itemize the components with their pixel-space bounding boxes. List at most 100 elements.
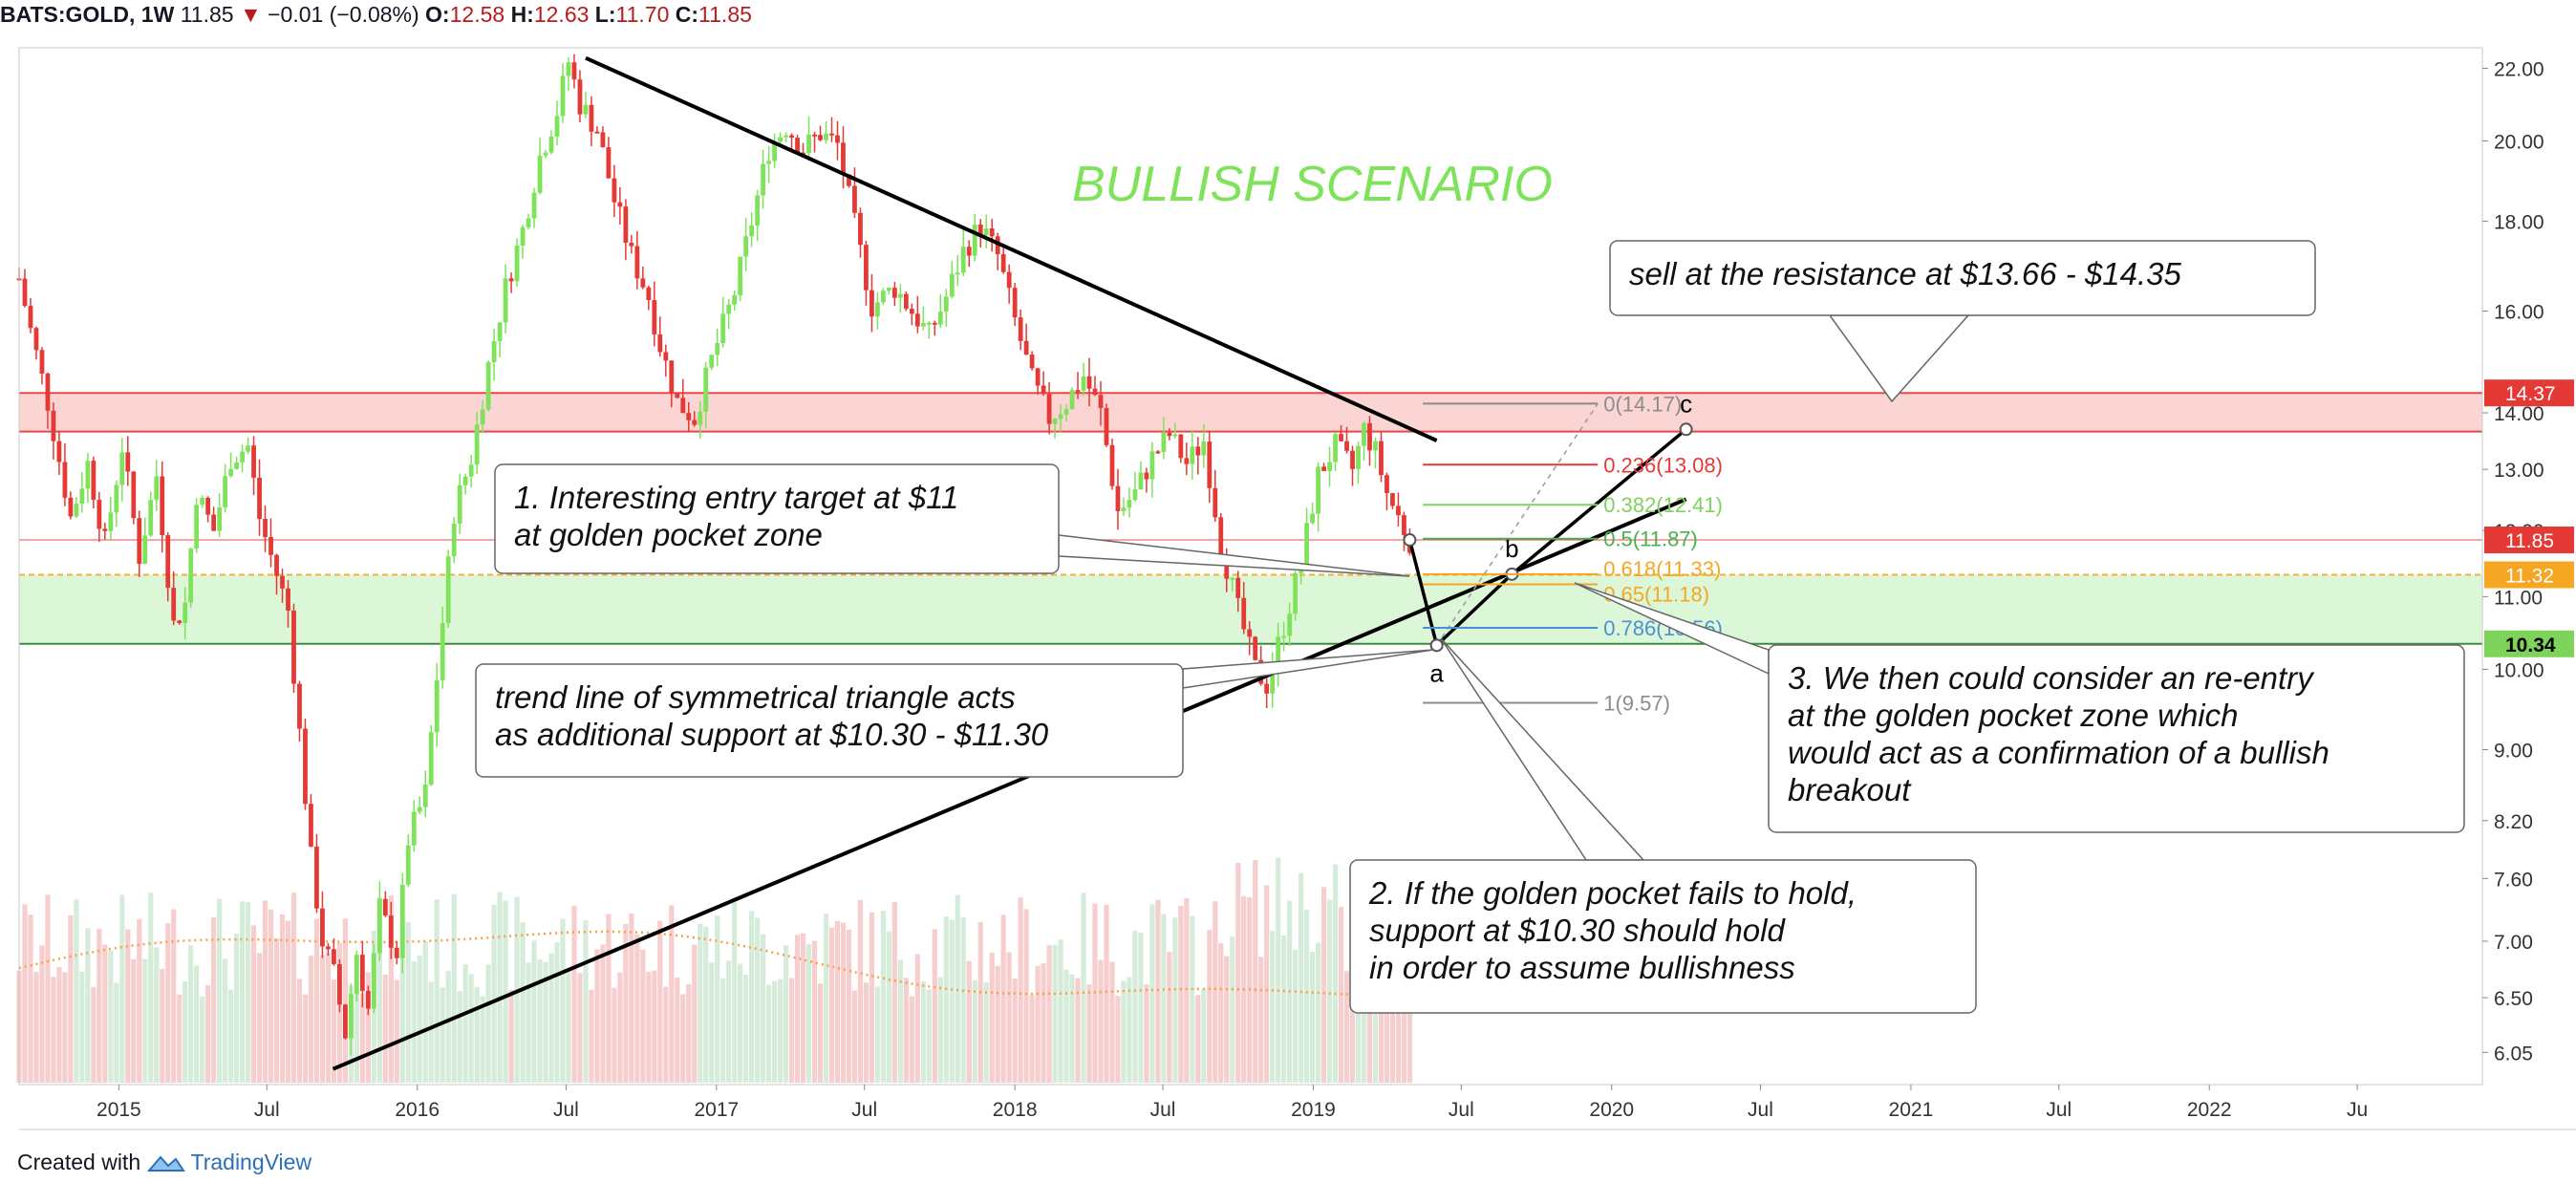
candle[interactable] [1287,613,1293,636]
candle[interactable] [623,206,629,244]
candle[interactable] [738,256,743,295]
candle[interactable] [394,947,399,958]
candle[interactable] [1104,408,1109,445]
candle[interactable] [257,477,262,519]
candle[interactable] [154,476,160,501]
candle[interactable] [274,554,279,576]
candle[interactable] [1344,441,1349,451]
candle[interactable] [864,245,869,290]
candle[interactable] [1172,434,1178,437]
candle[interactable] [177,620,182,624]
projection-path[interactable] [1407,427,1687,649]
candle[interactable] [79,488,85,505]
candle[interactable] [720,313,726,344]
candle[interactable] [612,178,617,203]
candle[interactable] [932,322,937,325]
candle[interactable] [1224,554,1230,579]
candle[interactable] [1052,419,1058,424]
candle[interactable] [891,288,897,298]
candle[interactable] [102,528,108,531]
candle[interactable] [806,134,811,154]
price-tag-10.34[interactable] [2484,630,2574,657]
candle[interactable] [749,225,755,237]
candle[interactable] [520,226,526,246]
candle[interactable] [332,949,336,964]
candle[interactable] [497,322,503,342]
candle[interactable] [91,461,97,501]
callout-note-2[interactable]: 2. If the golden pocket fails to hold,su… [1349,637,1977,1014]
candle[interactable] [399,884,405,958]
candle[interactable] [1402,515,1406,535]
candle[interactable] [886,288,891,291]
candle[interactable] [560,75,566,117]
candle[interactable] [606,147,612,179]
candle[interactable] [909,309,914,314]
candle[interactable] [1293,572,1299,614]
candle[interactable] [772,141,777,161]
candle[interactable] [858,212,863,246]
candle[interactable] [852,185,857,213]
candle[interactable] [926,322,932,325]
candle[interactable] [1109,444,1115,486]
candle[interactable] [1161,432,1167,452]
candle[interactable] [263,518,268,537]
candle[interactable] [983,228,989,236]
candle[interactable] [669,360,675,394]
candle[interactable] [1035,368,1041,386]
candle[interactable] [531,192,537,219]
candle[interactable] [485,361,491,410]
candle[interactable] [74,504,79,517]
candle[interactable] [761,163,766,196]
candle[interactable] [1000,253,1006,272]
candle[interactable] [365,990,371,1009]
candle[interactable] [778,137,783,142]
candle[interactable] [131,471,137,519]
candle[interactable] [85,461,91,489]
candle[interactable] [297,683,302,729]
candle[interactable] [194,505,200,549]
candle[interactable] [119,452,125,485]
candle[interactable] [543,152,548,156]
candle[interactable] [1012,288,1018,318]
candle[interactable] [675,393,680,398]
candle[interactable] [966,247,972,256]
tradingview-logo-icon[interactable] [146,1150,191,1174]
candle[interactable] [1127,500,1132,508]
candle[interactable] [1362,422,1366,446]
candle[interactable] [211,514,217,531]
candle[interactable] [200,497,205,505]
candle[interactable] [1247,629,1253,637]
candle[interactable] [1144,472,1149,480]
candle[interactable] [692,419,698,425]
candle[interactable] [640,278,646,288]
candle[interactable] [1098,395,1104,409]
trendline-upper[interactable] [585,55,1438,442]
candle[interactable] [268,536,273,555]
candle[interactable] [663,352,669,361]
candle[interactable] [314,846,319,909]
candle[interactable] [743,236,749,257]
candle[interactable] [514,245,520,282]
projection-point[interactable] [1429,638,1444,653]
candle[interactable] [1385,475,1389,494]
candle[interactable] [847,174,851,186]
candle[interactable] [1069,390,1075,410]
candle[interactable] [583,104,589,115]
candle[interactable] [28,306,33,329]
candle[interactable] [160,476,165,536]
candle[interactable] [376,898,382,954]
candle[interactable] [1092,388,1098,396]
candle[interactable] [977,225,983,236]
candle[interactable] [903,293,909,310]
candle[interactable] [337,963,342,1005]
candle[interactable] [137,518,142,565]
candle[interactable] [1006,271,1012,289]
candle[interactable] [240,451,245,462]
candle[interactable] [1316,466,1320,514]
candle[interactable] [251,445,256,478]
candle[interactable] [1190,446,1195,464]
trendline-lower[interactable] [332,497,1687,1071]
price-tag-11.32[interactable] [2484,561,2574,589]
candle[interactable] [818,135,823,140]
candle[interactable] [1075,390,1081,393]
